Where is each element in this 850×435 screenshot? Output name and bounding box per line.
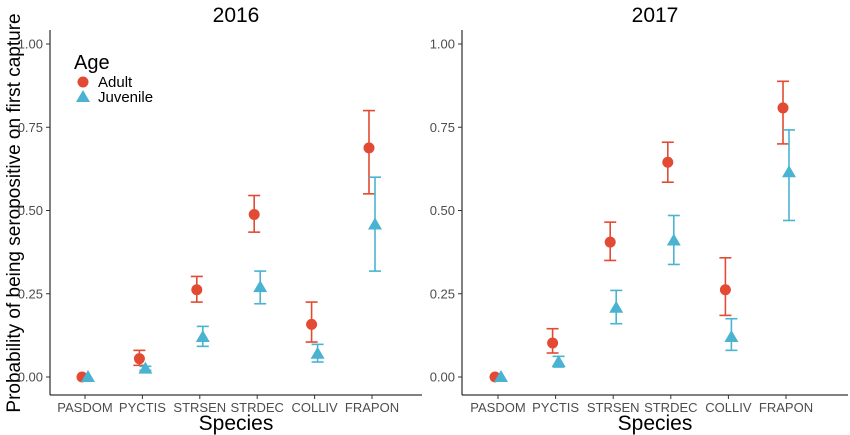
legend-key-adult [77,76,89,88]
x-tick-label: FRAPON [759,400,813,415]
data-point-juvenile [494,370,508,382]
x-tick-label: PASDOM [57,400,112,415]
data-point-juvenile [551,355,566,368]
x-tick-label: STRSEN [173,400,226,415]
series-juvenile [494,129,796,382]
x-axis-title: Species [199,412,274,435]
y-tick-label: 0.50 [18,203,43,218]
legend-label: Adult [98,74,133,91]
x-axis-title: Species [618,412,693,435]
data-point-adult [547,337,559,349]
series-adult [76,109,375,383]
data-point-juvenile [253,280,268,293]
data-point-juvenile [368,217,382,230]
data-point-adult [604,236,616,248]
x-tick-label: PYCTIS [532,400,579,415]
x-tick-label: PASDOM [470,400,525,415]
data-point-juvenile [81,370,95,382]
x-tick-label: STRDEC [644,400,697,415]
panel-title: 2017 [632,4,679,27]
x-tick-label: STRSEN [587,400,640,415]
data-point-adult [306,318,318,330]
legend-label: Juvenile [98,89,153,106]
y-tick-label: 1.00 [18,37,43,52]
series-adult [489,80,789,383]
y-tick-label: 0.00 [18,370,43,385]
panel-2016: 2016 0.00 0.25 0.50 0.75 1.00 PASDOM PYCTIS STRS… [18,4,422,435]
data-point-juvenile [724,330,739,343]
data-point-juvenile [609,300,624,313]
y-tick-label: 0.25 [430,286,455,301]
data-point-juvenile [310,346,325,359]
data-point-adult [248,208,260,220]
panel-2017: 2017 0.00 0.25 0.50 0.75 1.00 PASDOM PYCTIS STRS… [430,4,848,435]
data-point-juvenile [782,165,796,178]
x-tick-label: COLLIV [705,400,752,415]
data-point-juvenile [195,330,210,343]
panel-title: 2016 [213,4,260,27]
x-tick-label: FRAPON [345,400,399,415]
data-point-juvenile [138,361,153,374]
panels: 2016 0.00 0.25 0.50 0.75 1.00 PASDOM PYCTIS STRS… [18,4,848,435]
x-tick-label: COLLIV [291,400,338,415]
data-point-adult [191,284,203,296]
y-axis-title: Probability of being seropositive on fir… [4,13,25,412]
y-tick-label: 1.00 [430,37,455,52]
y-tick-label: 0.50 [430,203,455,218]
series-juvenile [81,176,382,382]
y-tick-label: 0.25 [18,286,43,301]
data-point-adult [719,284,731,296]
legend-title: Age [74,52,110,74]
y-tick-label: 0.75 [18,120,43,135]
data-point-adult [363,142,375,154]
legend-key-juvenile [76,90,90,102]
data-point-juvenile [666,233,681,246]
data-point-adult [133,353,145,365]
data-point-adult [777,102,789,114]
x-tick-label: PYCTIS [119,400,166,415]
data-point-adult [662,156,674,168]
y-tick-label: 0.00 [430,370,455,385]
y-tick-label: 0.75 [430,120,455,135]
x-tick-label: STRDEC [230,400,283,415]
